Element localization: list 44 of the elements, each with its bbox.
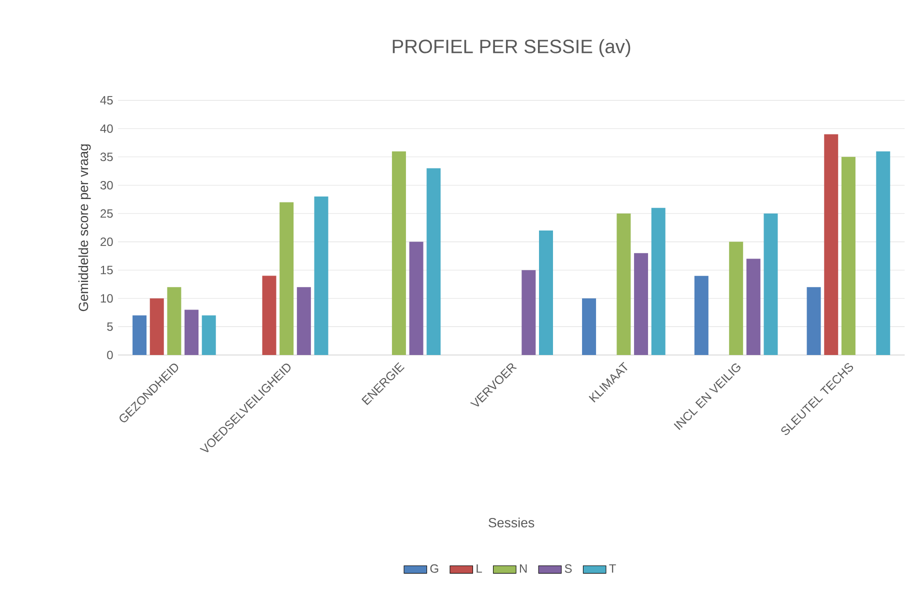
bar bbox=[806, 287, 821, 355]
bar bbox=[202, 315, 216, 355]
y-tick-label: 0 bbox=[107, 350, 113, 360]
y-tick-label: 25 bbox=[100, 209, 113, 218]
bar bbox=[841, 156, 856, 355]
legend-label: G bbox=[430, 564, 438, 573]
bar bbox=[262, 276, 276, 355]
legend-label: L bbox=[476, 564, 482, 573]
bar bbox=[392, 151, 406, 355]
y-tick-label: 5 bbox=[107, 322, 113, 331]
y-tick-label: 10 bbox=[100, 294, 113, 303]
legend-label: T bbox=[609, 564, 616, 573]
bar bbox=[764, 214, 778, 355]
bar bbox=[539, 230, 553, 355]
y-axis-title: Gemiddelde score per vraag bbox=[78, 144, 91, 312]
bar bbox=[426, 168, 441, 355]
bar bbox=[150, 298, 164, 355]
bar bbox=[582, 298, 596, 355]
bar bbox=[522, 270, 536, 355]
bar bbox=[651, 208, 666, 355]
y-tick-label: 30 bbox=[100, 180, 113, 190]
bar bbox=[616, 214, 631, 355]
x-axis-title: Sessies bbox=[488, 518, 534, 528]
y-tick-label: 35 bbox=[100, 152, 113, 162]
chart-title: PROFIEL PER SESSIE (av) bbox=[392, 39, 630, 58]
y-tick-label: 15 bbox=[100, 266, 113, 274]
legend-label: S bbox=[564, 564, 572, 573]
bar bbox=[409, 242, 424, 355]
bar bbox=[314, 196, 328, 355]
bar bbox=[280, 202, 294, 355]
bar bbox=[132, 315, 147, 355]
y-tick-label: 40 bbox=[100, 124, 113, 133]
bar bbox=[694, 276, 708, 355]
bar bbox=[729, 242, 744, 355]
bar bbox=[167, 287, 182, 355]
bar bbox=[824, 134, 838, 355]
bar bbox=[296, 287, 311, 355]
bar bbox=[184, 310, 199, 355]
bar bbox=[634, 253, 648, 355]
bar bbox=[746, 258, 760, 355]
y-tick-label: 45 bbox=[100, 96, 113, 105]
legend-label: N bbox=[520, 564, 527, 573]
bar bbox=[876, 151, 890, 355]
y-tick-label: 20 bbox=[100, 238, 113, 246]
